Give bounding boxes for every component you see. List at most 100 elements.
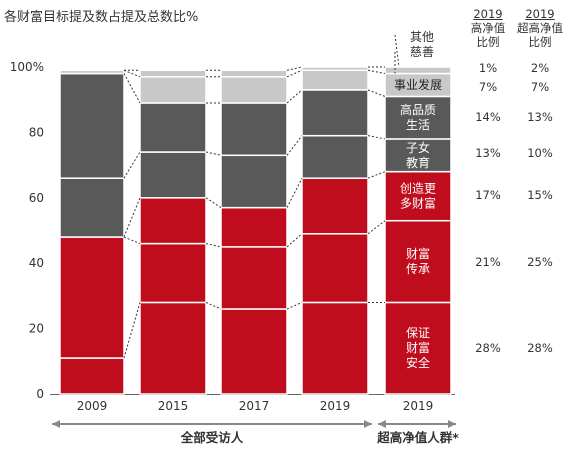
bar-segment [384, 66, 452, 75]
group-label-all: 全部受访人 [180, 430, 244, 445]
bar-segment [59, 177, 125, 238]
connector-line [123, 236, 141, 245]
connector-line [367, 89, 386, 97]
percent-cell: 13% [527, 110, 553, 124]
bar-segment [384, 95, 452, 140]
connector-line [367, 220, 386, 235]
group-label-uhnw: 超高净值人群* [376, 430, 459, 445]
bar-segment [220, 246, 288, 310]
bar-segment [384, 170, 452, 222]
percent-cell: 25% [527, 255, 553, 269]
x-tick-label: 2017 [239, 399, 270, 413]
callout-label: 其他 [410, 30, 434, 44]
y-tick-label: 40 [29, 256, 44, 270]
connector-line [367, 171, 386, 179]
x-tick-label: 2019 [320, 399, 351, 413]
bar-segment [301, 89, 369, 137]
bar-segment [220, 76, 288, 104]
group-arrow-all-head [364, 420, 372, 428]
bar-segment [139, 301, 207, 395]
group-arrow-uhnw-head [448, 420, 456, 428]
group-arrow-all-head [52, 420, 60, 428]
bar-segment [139, 69, 207, 78]
connector-line [205, 197, 222, 209]
percent-cell: 13% [475, 146, 501, 160]
bar-segment [384, 219, 452, 304]
percent-cell: 14% [475, 110, 501, 124]
percent-cell: 28% [475, 341, 501, 355]
bar-segment [59, 357, 125, 395]
bar-segment [139, 197, 207, 245]
header-uhnw: 2019 超高净值 比例 [512, 7, 568, 49]
header-uhnw-line1: 超高净值 [517, 21, 563, 35]
percent-cell: 7% [478, 80, 498, 94]
bar-segment [139, 242, 207, 304]
y-tick-label: 100% [10, 60, 44, 74]
header-uhnw-year: 2019 [525, 7, 555, 21]
bar-segment [301, 177, 369, 235]
bar-segment [139, 151, 207, 199]
bar-segment [301, 66, 369, 72]
segment-label: 子女教育 [406, 140, 430, 170]
header-hnw: 2019 高净值 比例 [460, 7, 516, 49]
connector-line [123, 197, 141, 238]
bar-segment [220, 102, 288, 157]
header-hnw-year: 2019 [473, 7, 503, 21]
percent-cell: 10% [527, 146, 553, 160]
group-arrow-uhnw-head [378, 420, 386, 428]
bar-segment [220, 206, 288, 248]
header-hnw-line2: 比例 [476, 35, 500, 49]
bar-segment [220, 154, 288, 209]
bar-segment [301, 301, 369, 395]
connector-line [205, 151, 222, 156]
percent-cell: 28% [527, 341, 553, 355]
connector-line [123, 302, 141, 359]
y-tick-label: 0 [36, 387, 44, 401]
header-uhnw-line2: 比例 [528, 35, 552, 49]
bar-segment [59, 236, 125, 359]
bar-segment [301, 134, 369, 179]
bar-segment [301, 233, 369, 304]
segment-label: 创造更多财富 [400, 182, 436, 211]
connector-line [367, 69, 386, 75]
connector-line [286, 69, 303, 78]
connector-line [205, 243, 222, 248]
y-tick-label: 80 [29, 125, 44, 139]
percent-cell: 17% [475, 188, 501, 202]
connector-line [286, 177, 303, 208]
x-tick-label: 2015 [158, 399, 189, 413]
connector-line [286, 233, 303, 248]
connector-line [367, 135, 386, 140]
percent-cell: 15% [527, 188, 553, 202]
connector-line [123, 73, 141, 104]
percent-cell: 7% [530, 80, 550, 94]
header-hnw-line1: 高净值 [470, 21, 506, 35]
segment-label: 高品质生活 [400, 102, 436, 132]
chart-title: 各财富目标提及数占提及总数比% [4, 10, 199, 25]
connector-line [123, 151, 141, 179]
bar-segment [59, 69, 125, 75]
x-tick-label: 2019 [403, 399, 434, 413]
bar-segment [59, 72, 125, 179]
percent-cell: 1% [478, 61, 498, 75]
connector-line [286, 135, 303, 156]
segment-label: 财富传承 [406, 246, 430, 276]
connector-line [205, 301, 222, 310]
bar-segment [139, 102, 207, 153]
x-tick-label: 2009 [77, 399, 108, 413]
bar-segment [220, 69, 288, 78]
callout-leader [394, 34, 400, 68]
y-tick-label: 20 [29, 322, 44, 336]
percent-cell: 21% [475, 255, 501, 269]
segment-label: 事业发展 [394, 77, 442, 92]
y-tick-label: 60 [29, 191, 44, 205]
connector-line [286, 89, 303, 104]
bar-segment [301, 69, 369, 91]
connector-line [286, 66, 303, 71]
connector-line [286, 301, 303, 310]
callout-label: 慈善 [410, 44, 434, 59]
connector-line [123, 69, 141, 78]
segment-label: 保证财富安全 [406, 326, 430, 370]
bar-segment [220, 308, 288, 395]
